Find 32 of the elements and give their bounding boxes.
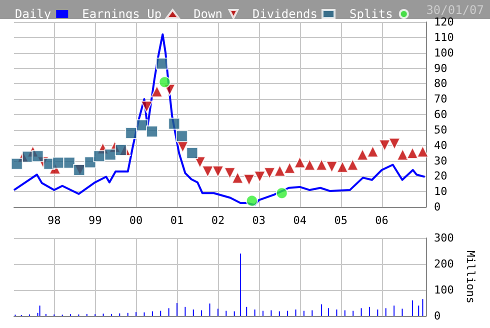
x-tick-label: 03	[252, 214, 266, 227]
y-tick-label: 100	[434, 284, 454, 296]
legend-label: Dividends	[252, 7, 318, 21]
y-tick-label: 60	[434, 108, 448, 121]
y-tick-label: 80	[434, 77, 448, 90]
x-tick-label: 05	[334, 214, 348, 227]
legend-label: Down	[194, 7, 222, 21]
x-tick-label: 99	[88, 214, 102, 227]
x-tick-label: 06	[375, 214, 388, 227]
x-tick-label: 04	[293, 214, 307, 227]
y-tick-label: 0	[434, 200, 441, 214]
x-tick-label: 02	[211, 214, 225, 227]
x-tick-label: 00	[129, 214, 143, 227]
legend-label: Earnings Up	[82, 7, 162, 21]
y-tick-label: 0	[434, 310, 441, 322]
x-tick-label: 01	[170, 214, 184, 227]
y-tick-label: 30	[434, 154, 448, 168]
y-tick-label: 10	[434, 185, 448, 198]
x-tick-label: 98	[48, 214, 61, 227]
legend-label: Splits	[350, 7, 393, 21]
y-tick-label: 20	[434, 170, 448, 183]
y-tick-label: 40	[434, 138, 448, 152]
y-tick-label: 100	[434, 46, 454, 60]
legend-label: Daily	[15, 7, 52, 21]
y-tick-label: 300	[434, 232, 454, 244]
y-tick-label: 50	[434, 123, 448, 136]
y-axis-title: Millions	[464, 250, 477, 304]
y-tick-label: 120	[434, 16, 454, 28]
y-tick-label: 70	[434, 92, 448, 106]
y-tick-label: 110	[434, 30, 454, 44]
y-tick-label: 200	[434, 258, 454, 270]
y-tick-label: 90	[434, 62, 448, 75]
